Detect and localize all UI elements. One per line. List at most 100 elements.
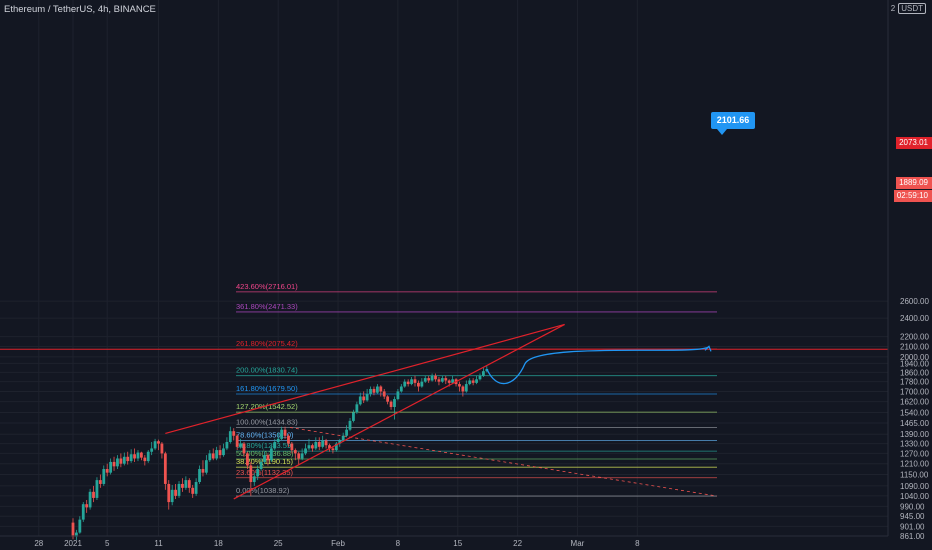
candle-body [423,378,427,382]
projection-curve[interactable] [486,345,710,385]
price-tick-label: 1620.00 [900,398,929,407]
fib-label: 127.20%(1542.52) [236,402,298,411]
price-tick-label: 2100.00 [900,343,929,352]
candle-body [194,482,198,494]
price-tick-label: 1940.00 [900,359,929,368]
candle-body [98,480,102,484]
candle-body [215,450,219,459]
price-tick-label: 2400.00 [900,314,929,323]
candle-body [228,431,232,443]
price-tick-label: 1090.00 [900,482,929,491]
candle-body [382,391,386,397]
candle-body [170,489,174,503]
price-tick-label: 1210.00 [900,460,929,469]
candle-body [471,380,475,383]
candle-body [75,532,78,537]
candle-body [198,469,201,483]
price-tick-label: 1150.00 [900,470,929,479]
candle-body [458,384,461,387]
candle-body [211,453,215,459]
candle-body [252,476,256,483]
resistance-price-tag: 2073.01 [896,137,932,149]
price-axis[interactable]: 2600.00 2400.00 2200.002100.002000.001940.… [887,0,929,541]
candle-body [287,435,290,444]
candle-body [352,412,355,421]
price-tick-label: 1540.00 [900,408,929,417]
candle-body [399,386,403,392]
candle-body [150,448,154,452]
candle-body [143,457,147,462]
price-tick-label: 1465.00 [900,419,929,428]
candle-body [393,399,396,407]
rising-wedge[interactable] [165,323,565,500]
wedge-lower-line [233,323,565,500]
candle-body [126,456,130,462]
time-tick-label: 11 [154,539,163,548]
target-callout[interactable]: 2101.66 [711,112,755,135]
fib-label: 50.00%(1236.88) [236,449,294,458]
currency-badge: USDT [898,3,926,14]
candle-body [256,469,260,477]
fib-label: 200.00%(1830.74) [236,366,298,375]
candle-body [369,388,372,394]
price-tick-label: 945.00 [900,512,925,521]
candle-series [71,366,489,540]
price-tick-label: 861.00 [900,532,925,541]
candle-body [129,454,133,462]
candle-body [191,487,195,494]
candle-body [403,381,407,387]
candle-body [341,435,345,441]
candle-body [266,455,270,461]
candle-body [434,375,437,380]
candle-body [482,371,485,376]
candle-body [232,431,236,436]
candle-body [440,378,444,382]
candle-body [81,504,85,520]
candle-body [413,379,417,383]
candle-body [389,401,393,407]
candle-body [338,440,342,444]
candle-body [372,388,376,393]
candle-body [157,441,160,444]
candle-body [468,380,472,385]
candle-body [379,386,383,392]
fib-label: 100.00%(1434.83) [236,417,298,426]
time-tick-label: 28 [34,539,43,548]
candle-body [160,443,164,454]
candle-body [334,443,338,451]
candle-body [85,504,89,508]
time-tick-label: Feb [331,539,345,548]
candle-body [447,380,451,383]
time-tick-label: 2021 [64,539,82,548]
candle-body [263,455,266,462]
scale-marker: 2 [890,4,896,13]
symbol-title[interactable]: Ethereum / TetherUS, 4h, BINANCE [4,4,156,15]
candle-body [328,445,331,449]
candle-body [163,453,167,484]
candle-body [187,480,191,488]
candle-body [181,483,184,488]
price-tick-label: 1860.00 [900,368,929,377]
time-axis[interactable]: 28 2021 5 11 18 25 Feb 8 15 22 Mar 8 [0,535,888,548]
candle-body [444,378,448,381]
candle-body [430,375,434,381]
fib-label: 261.80%(2075.42) [236,339,298,348]
price-tick-label: 2000.00 [900,353,929,362]
time-tick-label: 8 [396,539,401,548]
candle-body [280,429,284,439]
currency-indicator[interactable]: 2 USDT [890,3,926,14]
projection-arrowhead [704,345,712,352]
candle-body [116,458,119,467]
price-tick-label: 1270.00 [900,449,929,458]
candle-body [311,445,314,449]
candle-body [290,443,294,451]
fib-diagonal [289,427,718,497]
countdown-tag: 02:59:10 [893,190,932,202]
candle-body [362,396,366,401]
time-tick-label: 18 [214,539,223,548]
fib-label: 61.80%(1283.59) [236,441,294,450]
candle-body [396,391,400,400]
candle-body [119,458,123,464]
candle-body [297,453,301,459]
